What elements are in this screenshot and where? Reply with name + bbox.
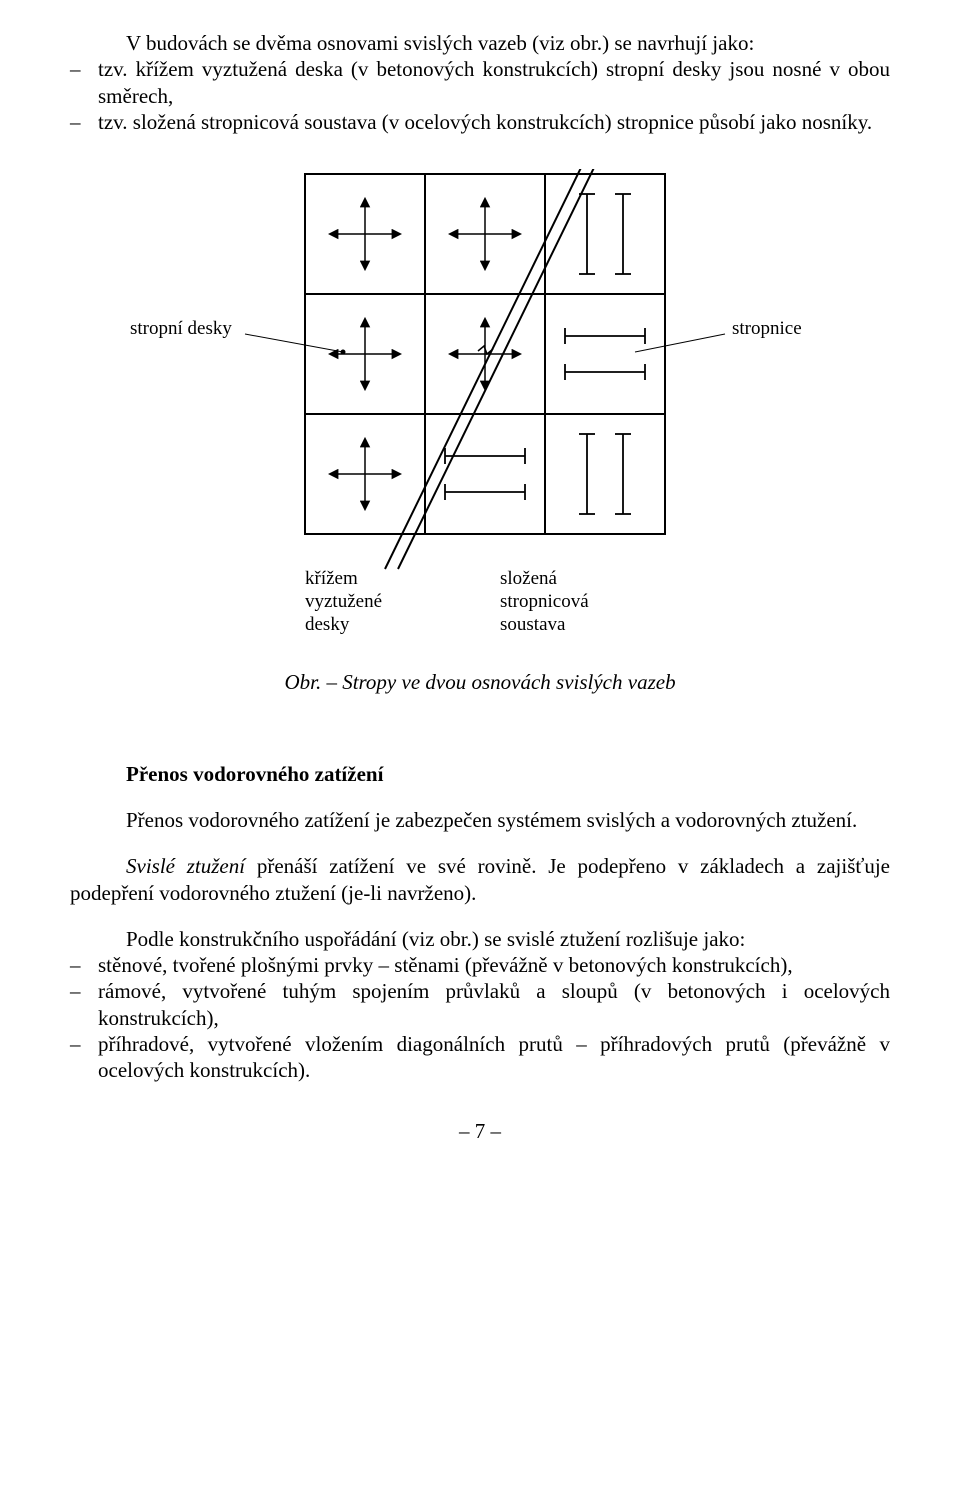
para3-em: Svislé ztužení: [126, 854, 245, 878]
fig-label-left: stropní desky: [130, 318, 232, 339]
list-1: tzv. křížem vyztužená deska (v betonovýc…: [70, 56, 890, 135]
figure-svg: stropní desky stropnice křížem vyztužené…: [120, 169, 840, 729]
figure-caption: Obr. – Stropy ve dvou osnovách svislých …: [284, 670, 675, 694]
list2-item2: rámové, vytvořené tuhým spojením průvlak…: [70, 978, 890, 1031]
list-2: stěnové, tvořené plošnými prvky – stěnam…: [70, 952, 890, 1083]
fig-bl-3: desky: [305, 614, 350, 635]
section-title: Přenos vodorovného zatížení: [126, 762, 890, 787]
list1-item2: tzv. složená stropnicová soustava (v oce…: [70, 109, 890, 135]
fig-bl-1: křížem: [305, 568, 358, 589]
para2: Přenos vodorovného zatížení je zabezpeče…: [70, 807, 890, 833]
fig-br-2: stropnicová: [500, 591, 589, 612]
para4-intro: Podle konstrukčního uspořádání (viz obr.…: [70, 926, 890, 952]
page-number: – 7 –: [70, 1119, 890, 1144]
list1-item1: tzv. křížem vyztužená deska (v betonovýc…: [70, 56, 890, 109]
fig-label-right: stropnice: [732, 318, 802, 339]
list2-item1: stěnové, tvořené plošnými prvky – stěnam…: [70, 952, 890, 978]
intro-text: V budovách se dvěma osnovami svislých va…: [126, 31, 754, 55]
fig-br-1: složená: [500, 568, 558, 589]
fig-bl-2: vyztužené: [305, 591, 382, 612]
figure: stropní desky stropnice křížem vyztužené…: [70, 169, 890, 734]
para3: Svislé ztužení přenáší zatížení ve své r…: [70, 853, 890, 906]
list2-item3: příhradové, vytvořené vložením diagonáln…: [70, 1031, 890, 1084]
fig-br-3: soustava: [500, 614, 566, 635]
intro-paragraph: V budovách se dvěma osnovami svislých va…: [70, 30, 890, 56]
